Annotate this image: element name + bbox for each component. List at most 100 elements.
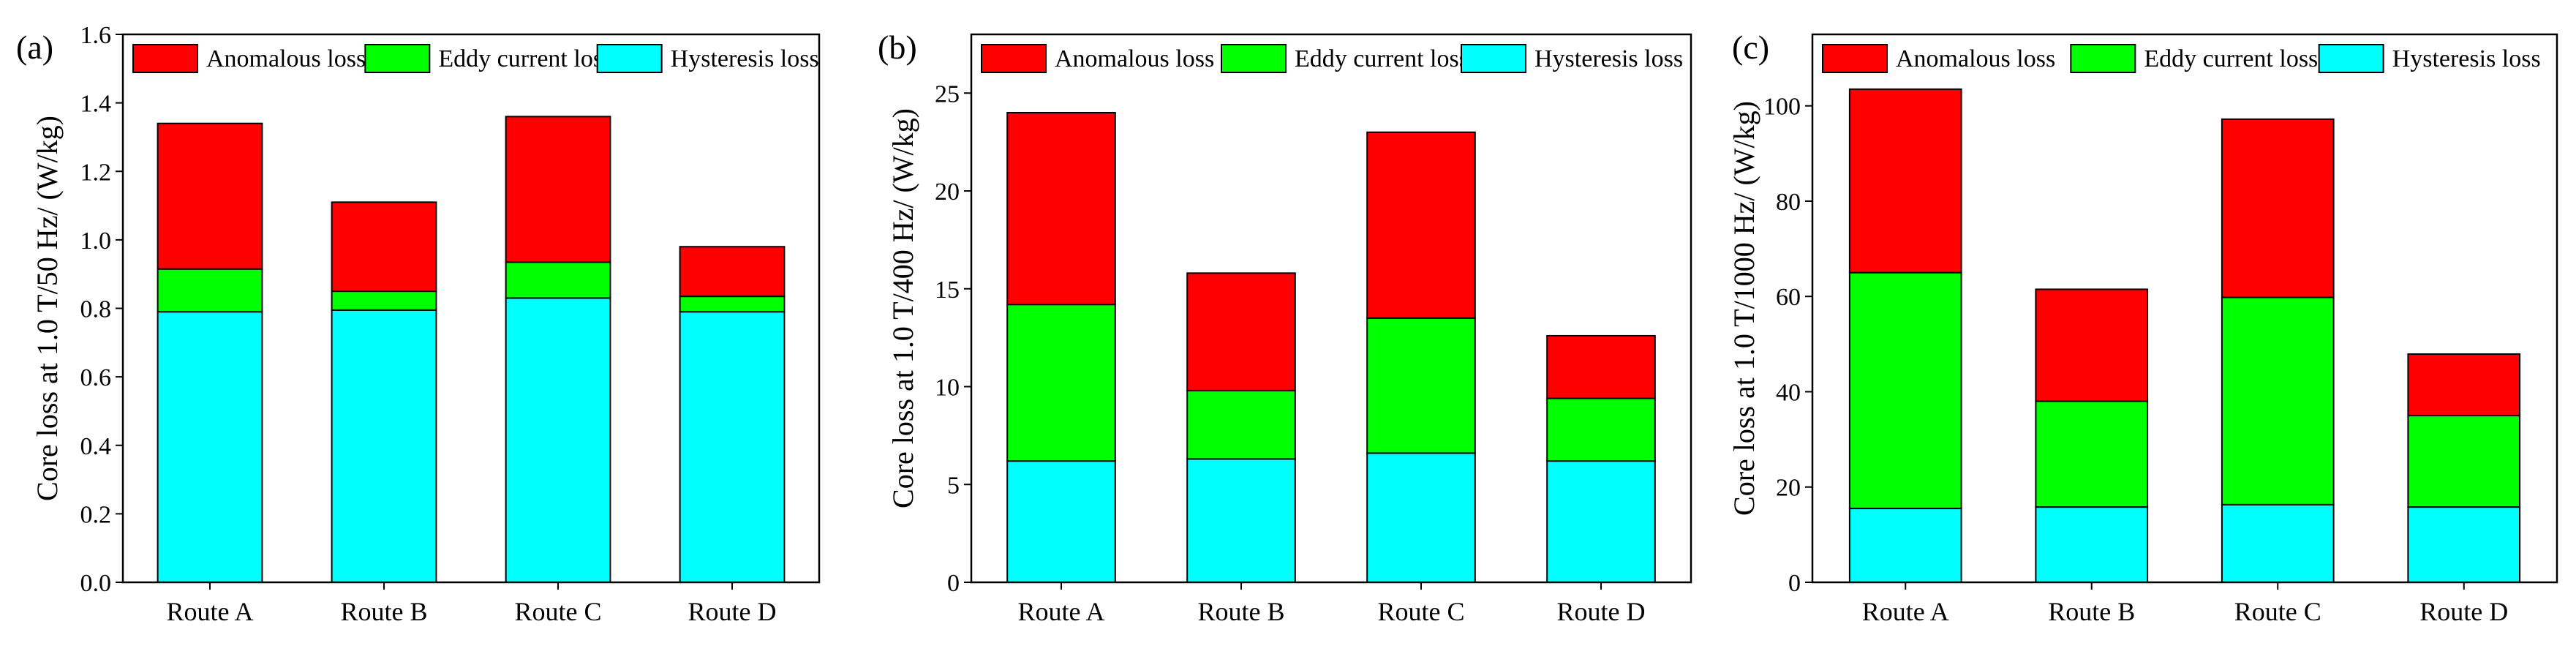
y-tick-label: 1.0 bbox=[80, 228, 112, 255]
y-axis-title: Core loss at 1.0 T/1000 Hz/ (W/kg) bbox=[1728, 101, 1760, 516]
y-tick-label: 0.8 bbox=[80, 296, 112, 323]
x-tick-label: Route C bbox=[1377, 597, 1464, 626]
bar-segment-anomalous-loss bbox=[505, 116, 611, 263]
bar-segment-eddy-current-loss bbox=[2221, 296, 2335, 505]
y-tick-label: 0.6 bbox=[80, 364, 112, 391]
legend-entry-label: Hysteresis loss bbox=[1534, 45, 1683, 72]
y-tick-label: 1.4 bbox=[80, 91, 112, 118]
x-tick-label: Route A bbox=[1017, 597, 1104, 626]
legend-swatch bbox=[364, 44, 431, 73]
legend-swatch bbox=[132, 44, 198, 73]
plot-frame bbox=[121, 33, 821, 584]
y-tick-label: 20 bbox=[1776, 475, 1801, 502]
x-tick-label: Route D bbox=[1557, 597, 1646, 626]
legend: Anomalous loss Eddy current loss Hysteresi… bbox=[1822, 44, 2541, 73]
y-tick-label: 100 bbox=[1763, 94, 1801, 121]
bar-segment-hysteresis-loss bbox=[1546, 460, 1656, 584]
bar-segment-eddy-current-loss bbox=[1366, 317, 1476, 454]
y-tick-label: 0.2 bbox=[80, 501, 112, 528]
chart-panel-a: (a) Route A Route B Route C Route D 0.0 0.2 0.4… bbox=[16, 22, 821, 626]
y-axis-title: Core loss at 1.0 T/50 Hz/ (W/kg) bbox=[31, 116, 64, 501]
legend-swatch bbox=[596, 44, 663, 73]
bar-segment-eddy-current-loss bbox=[1546, 397, 1656, 462]
bar-segment-eddy-current-loss bbox=[2035, 400, 2149, 508]
y-tick-label: 10 bbox=[935, 375, 960, 402]
legend-swatch bbox=[1822, 44, 1888, 73]
bar-segment-eddy-current-loss bbox=[505, 261, 611, 299]
bar-segment-eddy-current-loss bbox=[157, 268, 263, 313]
y-tick-label: 15 bbox=[935, 277, 960, 304]
chart-panel-c: (c) Route A Route B Route C Route D 0 20 40 60 80… bbox=[1728, 29, 2558, 626]
y-axis-title: Core loss at 1.0 T/400 Hz/ (W/kg) bbox=[886, 108, 919, 508]
legend-swatch bbox=[2070, 44, 2136, 73]
y-tick-label: 1.2 bbox=[80, 159, 112, 186]
legend-entry-label: Eddy current loss bbox=[1295, 45, 1469, 72]
legend-entry-label: Eddy current loss bbox=[438, 45, 612, 72]
bar-segment-hysteresis-loss bbox=[1848, 508, 1962, 584]
bar-segment-anomalous-loss bbox=[1546, 334, 1656, 399]
bar-segment-eddy-current-loss bbox=[1006, 304, 1116, 462]
plot-frame bbox=[1811, 33, 2558, 584]
bar-segment-anomalous-loss bbox=[157, 122, 263, 270]
bar-segment-anomalous-loss bbox=[2035, 288, 2149, 402]
bar-segment-anomalous-loss bbox=[1366, 131, 1476, 319]
y-tick-label: 1.6 bbox=[80, 22, 112, 49]
y-tick-label: 80 bbox=[1776, 189, 1801, 216]
legend-entry-label: Hysteresis loss bbox=[671, 45, 819, 72]
bar-segment-hysteresis-loss bbox=[331, 309, 437, 583]
y-tick-label: 0 bbox=[1788, 570, 1801, 597]
legend-entry-label: Eddy current loss bbox=[2144, 45, 2318, 72]
legend-swatch bbox=[1461, 44, 1526, 73]
bar-segment-hysteresis-loss bbox=[157, 311, 263, 583]
bar-segment-anomalous-loss bbox=[2221, 118, 2335, 298]
bar-segment-hysteresis-loss bbox=[505, 297, 611, 583]
legend-entry-label: Hysteresis loss bbox=[2392, 45, 2541, 72]
bar-segment-eddy-current-loss bbox=[331, 290, 437, 311]
x-tick-label: Route C bbox=[2234, 597, 2321, 626]
bar-segment-anomalous-loss bbox=[331, 201, 437, 293]
bar-segment-hysteresis-loss bbox=[1006, 460, 1116, 584]
bar-segment-anomalous-loss bbox=[679, 246, 786, 298]
bar-segment-anomalous-loss bbox=[1006, 112, 1116, 306]
y-tick-label: 25 bbox=[935, 80, 960, 108]
bar-segment-anomalous-loss bbox=[1186, 272, 1296, 391]
bar-segment-eddy-current-loss bbox=[2407, 415, 2521, 508]
bar-segment-hysteresis-loss bbox=[1186, 458, 1296, 583]
bar-segment-anomalous-loss bbox=[2407, 353, 2521, 417]
panel-label: (c) bbox=[1732, 29, 1769, 66]
legend-entry-label: Anomalous loss bbox=[1896, 45, 2055, 72]
legend: Anomalous loss Eddy current loss Hysteresi… bbox=[981, 44, 1683, 73]
y-tick-label: 40 bbox=[1776, 379, 1801, 406]
legend-swatch bbox=[2318, 44, 2384, 73]
legend-entry-label: Anomalous loss bbox=[206, 45, 366, 72]
y-tick-label: 20 bbox=[935, 178, 960, 206]
y-tick-label: 0.0 bbox=[80, 570, 112, 597]
y-tick-label: 0.4 bbox=[80, 433, 112, 460]
bar-segment-anomalous-loss bbox=[1848, 88, 1962, 274]
panel-label: (a) bbox=[16, 29, 53, 66]
y-tick-label: 0 bbox=[947, 570, 960, 597]
x-tick-label: Route D bbox=[2419, 597, 2508, 626]
plot-frame bbox=[970, 33, 1692, 584]
y-tick-label: 5 bbox=[947, 472, 960, 499]
bar-segment-eddy-current-loss bbox=[1186, 389, 1296, 460]
legend-swatch bbox=[981, 44, 1047, 73]
bar-segment-eddy-current-loss bbox=[1848, 271, 1962, 510]
bar-segment-eddy-current-loss bbox=[679, 296, 786, 313]
legend: Anomalous loss Eddy current loss Hysteresi… bbox=[132, 44, 819, 73]
x-tick-label: Route B bbox=[1197, 597, 1284, 626]
x-tick-label: Route B bbox=[340, 597, 427, 626]
bar-segment-hysteresis-loss bbox=[2035, 506, 2149, 584]
bar-segment-hysteresis-loss bbox=[679, 311, 786, 583]
y-tick-label: 60 bbox=[1776, 284, 1801, 311]
x-tick-label: Route D bbox=[688, 597, 777, 626]
bar-segment-hysteresis-loss bbox=[2221, 503, 2335, 584]
bar-segment-hysteresis-loss bbox=[1366, 452, 1476, 584]
legend-entry-label: Anomalous loss bbox=[1055, 45, 1214, 72]
legend-swatch bbox=[1221, 44, 1287, 73]
bar-segment-hysteresis-loss bbox=[2407, 506, 2521, 584]
x-tick-label: Route B bbox=[2048, 597, 2135, 626]
x-tick-label: Route A bbox=[1862, 597, 1949, 626]
x-tick-label: Route A bbox=[166, 597, 253, 626]
